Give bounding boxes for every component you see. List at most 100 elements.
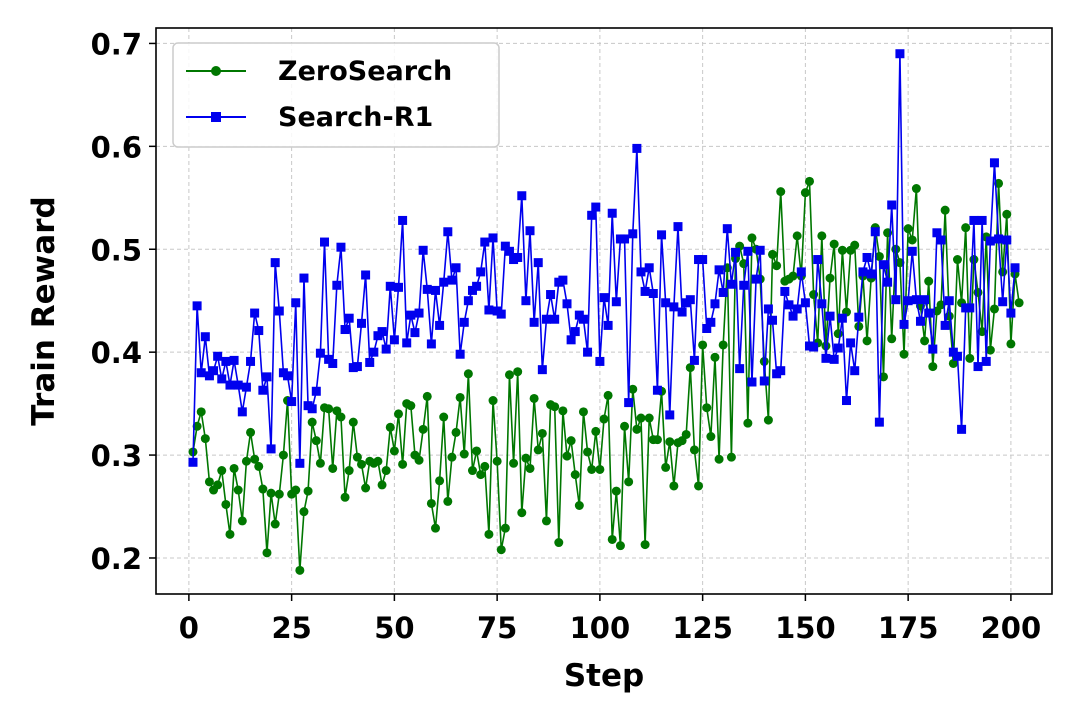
data-point-search-r1 xyxy=(702,323,712,333)
data-point-search-r1 xyxy=(566,335,576,345)
data-point-zerosearch xyxy=(525,463,535,473)
data-point-zerosearch xyxy=(620,421,630,431)
data-point-zerosearch xyxy=(1002,209,1012,219)
data-point-zerosearch xyxy=(928,362,938,372)
data-point-search-r1 xyxy=(977,215,987,225)
data-point-zerosearch xyxy=(492,456,502,466)
data-point-search-r1 xyxy=(887,200,897,210)
axis-ticks: 0 25 50 75 100 125 150 175 200 0.2 0.3 0.4 0.5 0.6 0.7 xyxy=(91,27,1042,645)
data-point-zerosearch xyxy=(550,402,560,412)
data-point-search-r1 xyxy=(883,277,893,287)
data-point-zerosearch xyxy=(484,529,494,539)
data-point-zerosearch xyxy=(311,436,321,446)
data-point-zerosearch xyxy=(459,449,469,459)
data-point-zerosearch xyxy=(977,327,987,337)
data-point-search-r1 xyxy=(459,317,469,327)
data-point-search-r1 xyxy=(985,236,995,246)
data-point-zerosearch xyxy=(406,401,416,411)
data-point-zerosearch xyxy=(381,466,391,476)
data-point-zerosearch xyxy=(591,426,601,436)
data-point-search-r1 xyxy=(393,282,403,292)
data-point-zerosearch xyxy=(422,391,432,401)
data-point-search-r1 xyxy=(241,382,251,392)
data-point-search-r1 xyxy=(747,377,757,387)
data-point-search-r1 xyxy=(821,353,831,363)
data-point-search-r1 xyxy=(895,49,905,59)
data-point-search-r1 xyxy=(854,312,864,322)
data-point-zerosearch xyxy=(714,454,724,464)
data-point-search-r1 xyxy=(998,297,1008,307)
data-point-zerosearch xyxy=(496,545,506,555)
data-point-zerosearch xyxy=(385,422,395,432)
data-point-search-r1 xyxy=(369,347,379,357)
data-point-search-r1 xyxy=(924,308,934,318)
data-point-zerosearch xyxy=(558,406,568,416)
data-point-zerosearch xyxy=(451,427,461,437)
data-point-search-r1 xyxy=(718,287,728,297)
data-point-search-r1 xyxy=(628,229,638,239)
data-point-zerosearch xyxy=(447,452,457,462)
data-point-search-r1 xyxy=(447,275,457,285)
data-point-zerosearch xyxy=(324,404,334,414)
data-point-search-r1 xyxy=(714,265,724,275)
data-point-zerosearch xyxy=(850,240,860,250)
data-point-search-r1 xyxy=(311,386,321,396)
data-point-search-r1 xyxy=(562,299,572,309)
data-point-search-r1 xyxy=(870,227,880,237)
data-point-zerosearch xyxy=(595,464,605,474)
data-point-search-r1 xyxy=(751,274,761,284)
data-point-search-r1 xyxy=(418,245,428,255)
data-point-zerosearch xyxy=(389,446,399,456)
data-point-search-r1 xyxy=(443,227,453,237)
data-point-search-r1 xyxy=(673,222,683,232)
data-point-search-r1 xyxy=(907,246,917,256)
data-point-zerosearch xyxy=(439,412,449,422)
data-point-search-r1 xyxy=(377,327,387,337)
data-point-zerosearch xyxy=(344,466,354,476)
data-point-search-r1 xyxy=(825,311,835,321)
data-point-zerosearch xyxy=(772,261,782,271)
data-point-search-r1 xyxy=(1002,235,1012,245)
data-point-zerosearch xyxy=(661,462,671,472)
data-point-zerosearch xyxy=(504,370,514,380)
data-point-zerosearch xyxy=(920,336,930,346)
legend-marker-zerosearch xyxy=(211,66,221,76)
data-point-zerosearch xyxy=(768,249,778,259)
data-point-search-r1 xyxy=(607,208,617,218)
data-point-zerosearch xyxy=(837,245,847,255)
data-point-search-r1 xyxy=(813,255,823,265)
data-point-zerosearch xyxy=(517,508,527,518)
data-point-search-r1 xyxy=(957,424,967,434)
data-point-zerosearch xyxy=(393,409,403,419)
data-point-zerosearch xyxy=(541,516,551,526)
data-point-search-r1 xyxy=(685,295,695,305)
data-point-search-r1 xyxy=(973,362,983,372)
data-point-search-r1 xyxy=(430,285,440,295)
data-point-search-r1 xyxy=(229,355,239,365)
data-point-zerosearch xyxy=(952,255,962,265)
data-point-search-r1 xyxy=(533,258,543,268)
data-point-zerosearch xyxy=(221,499,231,509)
data-point-search-r1 xyxy=(537,365,547,375)
series-zerosearch xyxy=(188,176,1024,575)
data-point-search-r1 xyxy=(677,307,687,317)
y-tick-label: 0.3 xyxy=(91,439,142,473)
legend-label-zerosearch: ZeroSearch xyxy=(278,56,452,87)
data-point-search-r1 xyxy=(291,298,301,308)
data-point-search-r1 xyxy=(952,351,962,361)
data-point-zerosearch xyxy=(652,435,662,445)
data-point-zerosearch xyxy=(229,463,239,473)
data-point-search-r1 xyxy=(422,284,432,294)
data-point-zerosearch xyxy=(554,538,564,548)
data-point-search-r1 xyxy=(661,298,671,308)
data-point-zerosearch xyxy=(763,415,773,425)
data-point-zerosearch xyxy=(241,456,251,466)
data-point-search-r1 xyxy=(233,380,243,390)
data-point-search-r1 xyxy=(731,247,741,257)
data-point-zerosearch xyxy=(340,492,350,502)
data-point-search-r1 xyxy=(833,343,843,353)
data-point-search-r1 xyxy=(237,407,247,417)
data-point-search-r1 xyxy=(780,286,790,296)
data-point-zerosearch xyxy=(246,427,256,437)
data-point-zerosearch xyxy=(792,231,802,241)
